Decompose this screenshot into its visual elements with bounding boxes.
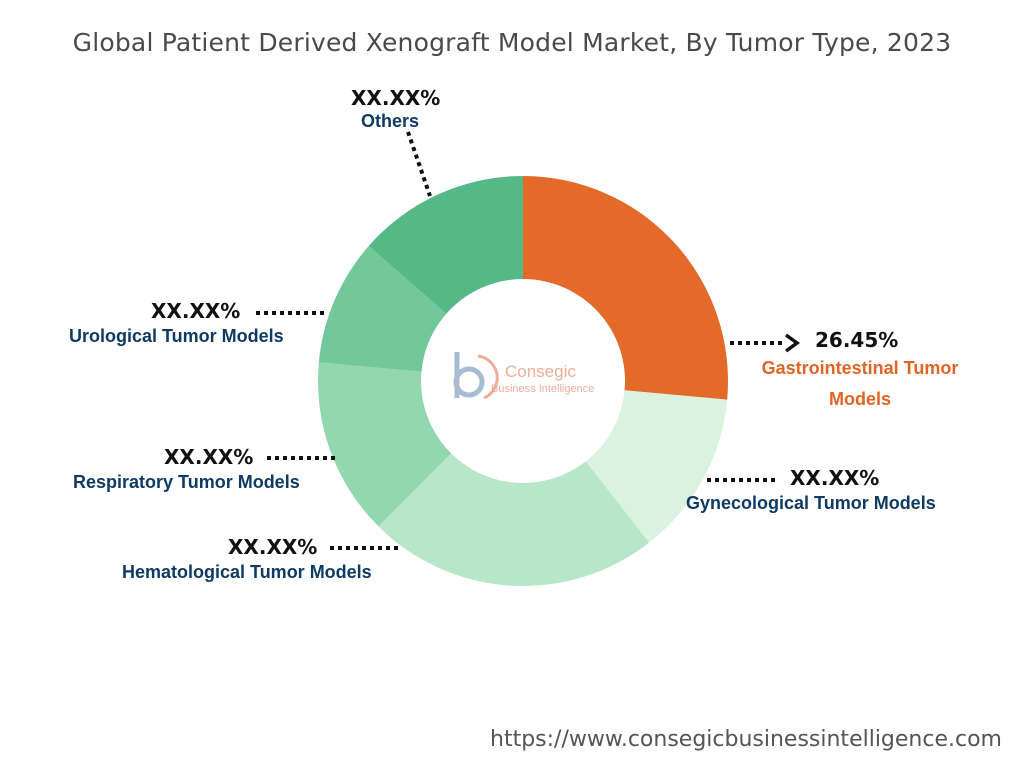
donut-slice-urological-tumor-models (318, 245, 447, 372)
donut-slice-gastrointestinal-tumor-models (523, 176, 728, 400)
value-label-respiratory: XX.XX% (164, 445, 254, 469)
category-label-urological: Urological Tumor Models (69, 326, 284, 346)
source-url: https://www.consegicbusinessintelligence… (490, 727, 1002, 752)
category-label-respiratory: Respiratory Tumor Models (73, 472, 300, 492)
consegic-logo: Consegic Business Intelligence (453, 352, 594, 400)
arrow-head-icon (784, 333, 800, 353)
logo-mark-arc-icon (477, 354, 499, 400)
donut-slice-gynecological-tumor-models (585, 390, 728, 543)
leader-line-others (406, 131, 432, 197)
donut-slice-hematological-tumor-models (378, 453, 650, 587)
category-label-gastrointestinal: Gastrointestinal Tumor Models (761, 358, 959, 409)
donut-slices (318, 176, 728, 587)
category-label-gynecological: Gynecological Tumor Models (686, 493, 936, 513)
donut-slice-others (368, 176, 523, 314)
value-label-urological: XX.XX% (151, 299, 241, 323)
value-label-gynecological: XX.XX% (790, 466, 880, 490)
value-label-others: XX.XX% (351, 86, 441, 110)
chart-title: Global Patient Derived Xenograft Model M… (72, 28, 952, 57)
logo-mark-ring-icon (453, 366, 485, 398)
logo-tagline: Business Intelligence (491, 383, 594, 395)
category-label-hematological: Hematological Tumor Models (122, 562, 372, 582)
logo-name: Consegic (505, 362, 576, 381)
donut-slice-respiratory-tumor-models (318, 362, 452, 527)
leader-lines (256, 131, 786, 550)
value-label-hematological: XX.XX% (228, 535, 318, 559)
value-label-gastrointestinal: 26.45% (815, 328, 899, 352)
category-label-others: Others (361, 111, 420, 131)
